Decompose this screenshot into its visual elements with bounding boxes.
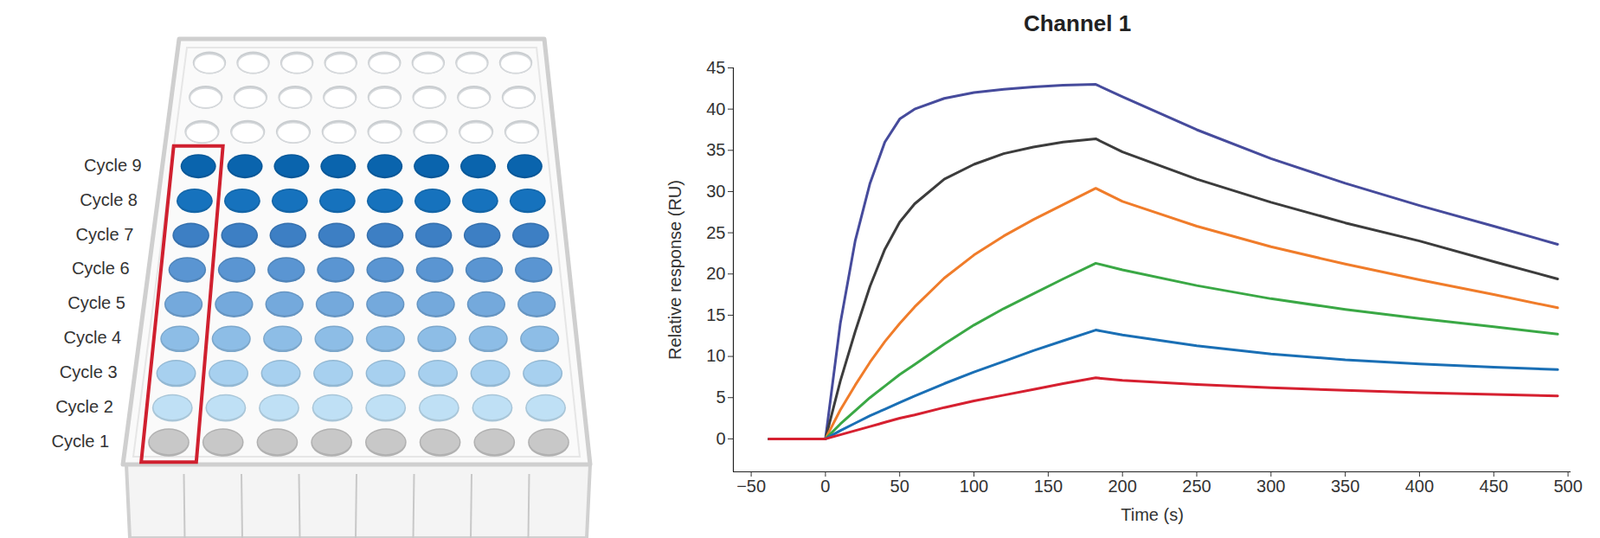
svg-text:5: 5 [715, 387, 726, 407]
svg-text:Cycle 6: Cycle 6 [71, 258, 130, 278]
svg-text:Cycle 7: Cycle 7 [76, 224, 135, 245]
svg-text:Cycle 2: Cycle 2 [55, 397, 114, 417]
svg-text:50: 50 [890, 476, 910, 496]
svg-text:200: 200 [1107, 476, 1137, 496]
svg-text:Cycle 3: Cycle 3 [59, 362, 118, 382]
svg-text:Cycle 5: Cycle 5 [67, 293, 126, 313]
svg-text:250: 250 [1182, 476, 1211, 496]
svg-text:20: 20 [706, 263, 726, 283]
svg-text:40: 40 [706, 99, 726, 119]
svg-text:100: 100 [959, 476, 989, 496]
svg-text:−50: −50 [736, 476, 766, 496]
svg-text:Relative response (RU): Relative response (RU) [665, 179, 685, 360]
svg-text:350: 350 [1330, 476, 1360, 496]
html-text:Channel 1: Channel 1 [1023, 10, 1132, 37]
svg-text:450: 450 [1479, 476, 1509, 496]
svg-text:30: 30 [706, 181, 726, 201]
svg-text:0: 0 [715, 429, 726, 449]
svg-text:15: 15 [706, 305, 726, 325]
svg-text:400: 400 [1405, 476, 1434, 496]
svg-text:150: 150 [1034, 476, 1063, 496]
svg-text:Cycle 4: Cycle 4 [64, 327, 123, 347]
svg-text:45: 45 [706, 57, 726, 78]
svg-text:25: 25 [706, 223, 726, 243]
svg-text:Cycle 9: Cycle 9 [83, 155, 142, 175]
svg-text:Cycle 1: Cycle 1 [51, 431, 110, 451]
svg-text:Cycle 8: Cycle 8 [79, 190, 138, 210]
svg-text:300: 300 [1256, 476, 1286, 496]
svg-text:0: 0 [820, 476, 830, 496]
svg-text:Time (s): Time (s) [1120, 505, 1184, 525]
svg-text:10: 10 [706, 346, 726, 366]
svg-text:500: 500 [1553, 476, 1582, 496]
svg-text:35: 35 [706, 140, 726, 160]
